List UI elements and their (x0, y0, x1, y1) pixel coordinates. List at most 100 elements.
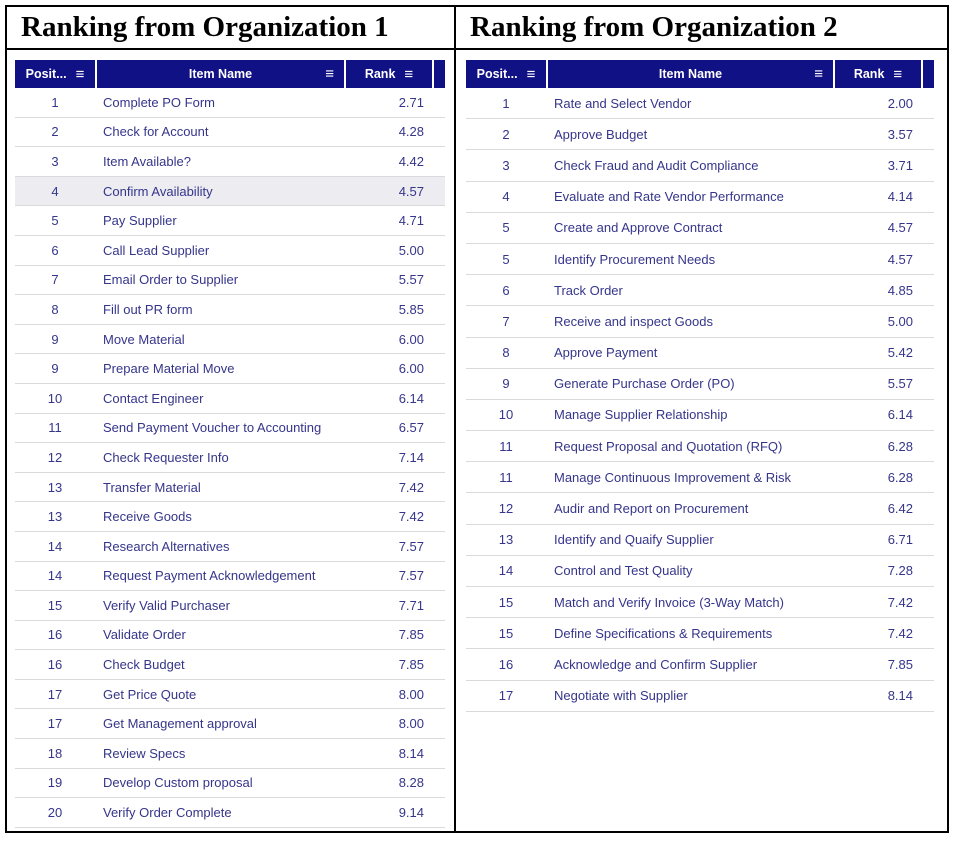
table-row[interactable]: 16 Check Budget 7.85 (15, 650, 445, 680)
table-row[interactable]: 9 Move Material 6.00 (15, 324, 445, 355)
table-row[interactable]: 14 Request Payment Acknowledgement 7.57 (15, 561, 445, 592)
cell-rank: 6.57 (398, 420, 424, 436)
table-row[interactable]: 2 Approve Budget 3.57 (466, 119, 934, 151)
cell-position: 3 (502, 157, 510, 173)
cell-rank: 7.57 (398, 538, 424, 554)
table-row[interactable]: 17 Get Management approval 8.00 (15, 709, 445, 740)
cell-position: 11 (48, 420, 62, 436)
table-row[interactable]: 16 Acknowledge and Confirm Supplier 7.85 (466, 649, 934, 681)
table-row[interactable]: 7 Receive and inspect Goods 5.00 (466, 306, 934, 338)
column-header-label: Item Name (658, 67, 723, 81)
cell-item-name: Complete PO Form (103, 94, 215, 110)
table-row[interactable]: 11 Send Payment Voucher to Accounting 6.57 (15, 413, 445, 444)
table-row[interactable]: 20 Verify Order Complete 9.14 (15, 798, 445, 828)
cell-item-name: Receive and inspect Goods (554, 313, 713, 329)
cell-rank: 6.00 (398, 361, 424, 377)
cell-rank: 7.14 (398, 449, 424, 465)
table-row[interactable]: 10 Manage Supplier Relationship 6.14 (466, 399, 934, 432)
column-menu-icon[interactable]: ≡ (325, 65, 334, 83)
table-row[interactable]: 17 Get Price Quote 8.00 (15, 679, 445, 710)
cell-item-name: Contact Engineer (103, 390, 204, 406)
ranking-table-org2: Posit... ≡ Item Name ≡ Rank ≡ 1 Rate and … (456, 50, 947, 831)
table-row[interactable]: 6 Call Lead Supplier 5.00 (15, 235, 445, 266)
table-row[interactable]: 5 Create and Approve Contract 4.57 (466, 212, 934, 244)
table-row[interactable]: 15 Define Specifications & Requirements 7.… (466, 618, 934, 650)
comparison-container: Ranking from Organization 1 Posit... ≡ I… (5, 5, 949, 833)
cell-position: 10 (498, 407, 514, 423)
table-row[interactable]: 1 Rate and Select Vendor 2.00 (466, 88, 934, 120)
cell-rank: 4.71 (398, 213, 424, 229)
table-row[interactable]: 4 Evaluate and Rate Vendor Performance 4.1… (466, 181, 934, 213)
table-row[interactable]: 16 Validate Order 7.85 (15, 620, 445, 651)
cell-position: 10 (47, 390, 63, 406)
table-row[interactable]: 13 Identify and Quaify Supplier 6.71 (466, 524, 934, 556)
cell-position: 11 (499, 438, 513, 454)
table-row[interactable]: 11 Request Proposal and Quotation (RFQ) 6.… (466, 431, 934, 463)
cell-item-name: Get Price Quote (103, 686, 197, 702)
column-header-rank[interactable]: Rank ≡ (835, 60, 921, 88)
table-row[interactable]: 4 Confirm Availability 4.57 (15, 176, 445, 207)
table-row[interactable]: 6 Track Order 4.85 (466, 275, 934, 307)
cell-position: 1 (51, 94, 59, 110)
column-header-rank[interactable]: Rank ≡ (346, 60, 432, 88)
cell-item-name: Request Proposal and Quotation (RFQ) (554, 438, 783, 454)
table-row[interactable]: 10 Contact Engineer 6.14 (15, 383, 445, 414)
column-menu-icon[interactable]: ≡ (404, 65, 414, 83)
cell-item-name: Define Specifications & Requirements (554, 625, 773, 641)
cell-position: 15 (47, 597, 63, 613)
cell-rank: 5.57 (887, 376, 913, 392)
table-row[interactable]: 14 Research Alternatives 7.57 (15, 531, 445, 562)
table-header-row: Posit... ≡ Item Name ≡ Rank ≡ (15, 60, 445, 88)
cell-rank: 7.42 (398, 479, 424, 495)
cell-item-name: Fill out PR form (103, 301, 193, 317)
column-menu-icon[interactable]: ≡ (75, 65, 85, 83)
column-menu-icon[interactable]: ≡ (893, 65, 903, 83)
cell-position: 1 (502, 95, 510, 111)
table-row[interactable]: 2 Check for Account 4.28 (15, 117, 445, 148)
table-row[interactable]: 7 Email Order to Supplier 5.57 (15, 265, 445, 296)
table-row[interactable]: 9 Generate Purchase Order (PO) 5.57 (466, 368, 934, 400)
column-header-item-name[interactable]: Item Name ≡ (97, 60, 344, 88)
cell-rank: 7.42 (887, 625, 913, 641)
table-row[interactable]: 15 Verify Valid Purchaser 7.71 (15, 591, 445, 621)
cell-item-name: Call Lead Supplier (103, 242, 210, 258)
column-menu-icon[interactable]: ≡ (526, 65, 536, 83)
table-row[interactable]: 9 Prepare Material Move 6.00 (15, 354, 445, 384)
table-row[interactable]: 17 Negotiate with Supplier 8.14 (466, 680, 934, 712)
cell-rank: 2.71 (398, 94, 424, 110)
table-row[interactable]: 11 Manage Continuous Improvement & Risk 6.… (466, 462, 934, 494)
table-row[interactable]: 5 Pay Supplier 4.71 (15, 206, 445, 236)
table-row[interactable]: 15 Match and Verify Invoice (3-Way Match)… (466, 587, 934, 619)
table-row[interactable]: 19 Develop Custom proposal 8.28 (15, 768, 445, 799)
panel-organization-2: Ranking from Organization 2 Posit... ≡ I… (456, 7, 947, 831)
column-header-item-name[interactable]: Item Name ≡ (548, 60, 833, 88)
column-header-position[interactable]: Posit... ≡ (466, 60, 546, 88)
cell-position: 13 (47, 509, 63, 525)
table-row[interactable]: 12 Check Requester Info 7.14 (15, 443, 445, 473)
table-row[interactable]: 3 Item Available? 4.42 (15, 147, 445, 177)
cell-item-name: Manage Supplier Relationship (554, 407, 728, 423)
table-row[interactable]: 8 Fill out PR form 5.85 (15, 295, 445, 325)
cell-position: 12 (498, 501, 514, 517)
cell-item-name: Pay Supplier (103, 213, 177, 229)
table-row[interactable]: 13 Receive Goods 7.42 (15, 502, 445, 532)
column-menu-icon[interactable]: ≡ (814, 65, 823, 83)
table-row[interactable]: 18 Review Specs 8.14 (15, 739, 445, 769)
cell-item-name: Acknowledge and Confirm Supplier (554, 656, 758, 672)
table-row[interactable]: 5 Identify Procurement Needs 4.57 (466, 243, 934, 276)
cell-position: 2 (502, 126, 510, 142)
table-row[interactable]: 3 Check Fraud and Audit Compliance 3.71 (466, 150, 934, 182)
column-header-label: Posit... (25, 67, 67, 81)
table-row[interactable]: 12 Audir and Report on Procurement 6.42 (466, 493, 934, 525)
cell-rank: 4.14 (887, 189, 913, 205)
cell-position: 13 (47, 479, 63, 495)
table-row[interactable]: 14 Control and Test Quality 7.28 (466, 555, 934, 587)
table-row[interactable]: 1 Complete PO Form 2.71 (15, 88, 445, 118)
table-row[interactable]: 8 Approve Payment 5.42 (466, 337, 934, 369)
cell-rank: 6.28 (887, 438, 913, 454)
cell-item-name: Develop Custom proposal (103, 775, 253, 791)
table-row[interactable]: 13 Transfer Material 7.42 (15, 472, 445, 503)
cell-rank: 7.42 (398, 509, 424, 525)
cell-position: 6 (502, 282, 510, 298)
column-header-position[interactable]: Posit... ≡ (15, 60, 95, 88)
